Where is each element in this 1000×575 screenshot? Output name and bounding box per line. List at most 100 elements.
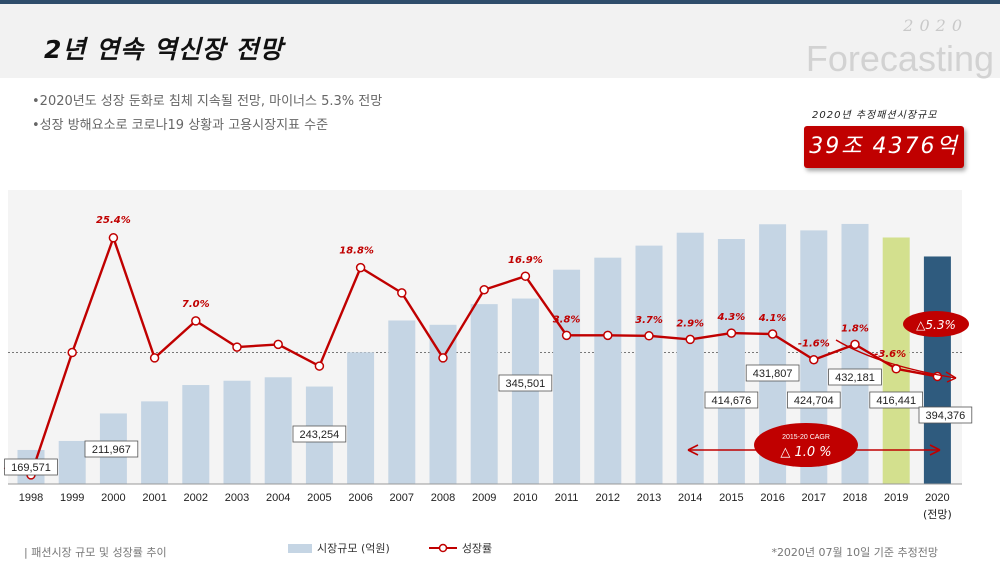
tick-label-2009: 2009 (472, 492, 496, 504)
bar-2008 (429, 324, 457, 484)
bar-2002 (182, 385, 210, 484)
tick-label-1999: 1999 (60, 492, 84, 504)
trend-arrow-head (945, 371, 957, 383)
bar-value-2005: 243,254 (300, 429, 340, 441)
growth-point-2013 (644, 331, 654, 341)
tick-label-2006: 2006 (348, 492, 372, 504)
bar-2004 (264, 377, 292, 484)
growth-label-2000: 25.4% (96, 215, 131, 226)
bar-2009 (470, 304, 498, 484)
growth-point-2011 (561, 330, 572, 341)
bullet-item-2: 성장 방해요소로 코로나19 상황과 고용시장지표 수준 (32, 114, 382, 138)
header-band: 2년 연속 역신장 전망 2020 Forecasting (0, 4, 1000, 79)
legend-bar-swatch (288, 543, 312, 553)
bullet-list: 2020년도 성장 둔화로 침체 지속될 전망, 마이너스 5.3% 전망 성장… (32, 90, 383, 138)
growth-point-2001 (149, 353, 160, 363)
tick-label-2003: 2003 (225, 492, 249, 504)
growth-point-2015 (726, 328, 737, 338)
chart-caption: | 패션시장 규모 및 성장률 추이 (24, 546, 167, 559)
trend-arrow (835, 339, 957, 379)
growth-point-2007 (397, 288, 407, 298)
bar-1999 (58, 440, 86, 484)
estimate-label: 2020년 추정패션시장규모 (812, 110, 938, 121)
growth-point-2002 (191, 316, 201, 326)
bar-2006 (347, 352, 375, 484)
growth-point-2006 (355, 262, 366, 273)
growth-2020-badge-text: △5.3% (916, 318, 956, 332)
tick-label-2007: 2007 (390, 492, 414, 504)
growth-point-2018 (850, 339, 860, 350)
growth-label-2013: 3.7% (635, 315, 663, 326)
tick-label-2019: 2019 (884, 492, 908, 504)
cagr-badge (754, 423, 858, 467)
growth-label-2017: -1.6% (798, 339, 830, 350)
tick-label-2004: 2004 (266, 492, 290, 504)
bar-value-box-2018 (828, 368, 882, 386)
tick-label-2018: 2018 (843, 492, 867, 504)
growth-label-2015: 4.3% (717, 312, 746, 323)
growth-point-2000 (108, 233, 119, 243)
top-accent-bar (0, 0, 1000, 4)
estimate-value-box: 39조 4376억 (804, 126, 964, 168)
bar-2007 (388, 320, 416, 484)
growth-point-2017 (809, 354, 819, 365)
tick-label-2013: 2013 (637, 492, 661, 504)
tick-label-2010: 2010 (513, 492, 537, 504)
bar-value-box-2010 (498, 374, 553, 392)
bar-value-1998: 169,571 (11, 462, 51, 474)
bar-value-2010: 345,501 (506, 378, 546, 390)
tick-label-2017: 2017 (802, 492, 826, 504)
bar-value-box-2005 (292, 425, 347, 443)
growth-label-2018: 1.8% (841, 323, 869, 334)
tick-label-1998: 1998 (19, 492, 43, 504)
bar-2020 (923, 256, 951, 484)
market-chart: 1998 1999 2000 2001 2002 2003 2004 2005 2006 2007… (4, 190, 973, 521)
bar-value-2017: 424,704 (794, 395, 834, 407)
tick-label-2012: 2012 (596, 492, 620, 504)
growth-label-2014: 2.9% (676, 318, 704, 329)
bar-value-box-2015 (704, 391, 759, 409)
bar-value-box-2000 (84, 440, 139, 458)
bar-value-box-2019 (869, 391, 923, 409)
bar-value-2020: 394,376 (926, 410, 966, 422)
growth-point-2005 (314, 361, 325, 371)
cagr-arrow-left-head (687, 444, 699, 456)
bar-value-2018: 432,181 (835, 372, 875, 384)
bar-value-box-2017 (787, 391, 841, 409)
legend-line-swatch (428, 543, 457, 553)
tick-label-2000: 2000 (101, 492, 125, 504)
tick-label-2011: 2011 (555, 492, 579, 504)
bar-value-2019: 416,441 (876, 395, 916, 407)
tick-label-2016: 2016 (760, 492, 784, 504)
bar-value-box-2020 (918, 406, 973, 424)
bar-2003 (223, 380, 251, 484)
growth-point-2012 (603, 330, 613, 341)
tick-label-2005: 2005 (307, 492, 331, 504)
growth-2020-badge (903, 311, 969, 337)
growth-point-2009 (479, 284, 489, 295)
legend-bar-label: 시장규모 (억원) (317, 542, 390, 555)
bar-2019 (882, 237, 910, 484)
bar-2001 (141, 401, 169, 484)
growth-point-2003 (232, 342, 242, 352)
growth-label-2011: 3.8% (553, 314, 581, 325)
growth-label-2006: 18.8% (339, 246, 374, 257)
growth-point-2016 (767, 329, 778, 339)
tick-note-forecast: (전망) (923, 508, 952, 521)
tick-label-2002: 2002 (184, 492, 208, 504)
tick-label-2001: 2001 (142, 492, 166, 504)
growth-point-2014 (685, 334, 695, 345)
footnote: *2020년 07월 10일 기준 추정전망 (771, 546, 938, 559)
bar-value-box-1998 (4, 458, 58, 476)
bullet-item-1: 2020년도 성장 둔화로 침체 지속될 전망, 마이너스 5.3% 전망 (32, 90, 383, 114)
tick-label-2015: 2015 (719, 492, 743, 504)
bar-2012 (594, 257, 622, 484)
bar-value-2016: 431,807 (753, 368, 793, 380)
growth-point-2008 (438, 353, 448, 363)
growth-label-2010: 16.9% (508, 255, 543, 266)
forecasting-watermark: Forecasting (805, 38, 994, 79)
cagr-arrow-right-head (929, 444, 941, 456)
growth-label-2019: -3.6% (874, 349, 906, 360)
bar-2013 (635, 245, 663, 484)
bar-value-box-2016 (745, 364, 800, 382)
